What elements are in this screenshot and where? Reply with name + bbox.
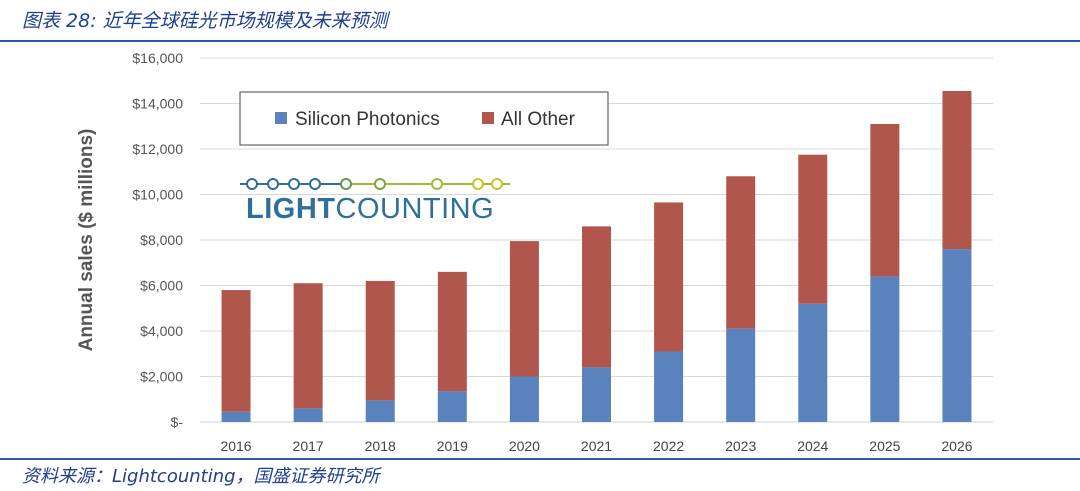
y-tick-label: $12,000: [132, 141, 183, 157]
figure-source: 资料来源：Lightcounting，国盛证券研究所: [22, 466, 380, 487]
y-tick-label: $2,000: [140, 369, 183, 385]
bar-all-other-2016: [221, 290, 251, 412]
legend-swatch-all-other: [482, 112, 494, 124]
bar-silicon-photonics-2023: [726, 328, 756, 422]
bar-silicon-photonics-2017: [293, 408, 323, 422]
x-tick-label: 2022: [653, 438, 684, 454]
bar-all-other-2023: [726, 176, 756, 329]
y-tick-label: $6,000: [140, 278, 183, 294]
top-divider: [0, 40, 1080, 42]
bar-silicon-photonics-2024: [798, 303, 828, 422]
bottom-divider: [0, 458, 1080, 460]
y-tick-label: $10,000: [132, 187, 183, 203]
logo-text-light: LIGHT: [246, 193, 336, 225]
legend: Silicon Photonics All Other: [239, 91, 609, 146]
bar-all-other-2020: [509, 241, 539, 377]
y-tick-label: $14,000: [132, 96, 183, 112]
y-tick-label: $-: [171, 414, 184, 430]
svg-text:LIGHTCOUNTING: LIGHTCOUNTING: [246, 193, 494, 225]
bar-all-other-2019: [437, 271, 467, 392]
legend-label-all-other: All Other: [501, 109, 576, 130]
x-tick-label: 2019: [437, 438, 468, 454]
y-tick-label: $4,000: [140, 323, 183, 339]
bar-all-other-2017: [293, 283, 323, 409]
x-tick-label: 2026: [941, 438, 972, 454]
y-tick-label: $16,000: [132, 50, 183, 66]
bar-silicon-photonics-2019: [437, 391, 467, 422]
bar-silicon-photonics-2021: [582, 367, 611, 422]
bar-all-other-2022: [654, 202, 684, 352]
figure-title: 图表 28: 近年全球硅光市场规模及未来预测: [22, 10, 388, 32]
bar-all-other-2026: [942, 90, 972, 250]
x-tick-label: 2020: [509, 438, 540, 454]
bar-silicon-photonics-2016: [221, 411, 251, 422]
bar-all-other-2024: [798, 154, 828, 304]
x-tick-label: 2017: [293, 438, 324, 454]
legend-swatch-silicon-photonics: [275, 112, 287, 124]
x-tick-label: 2024: [797, 438, 828, 454]
bar-all-other-2021: [582, 226, 611, 368]
x-tick-label: 2018: [365, 438, 396, 454]
x-tick-label: 2016: [220, 438, 251, 454]
bar-silicon-photonics-2026: [942, 249, 972, 422]
x-axis-ticks: 2016 2017 2018 2019 2020 2021 2022 2023 2024 2025…: [220, 438, 972, 454]
x-tick-label: 2021: [581, 438, 612, 454]
lightcounting-logo: LIGHTCOUNTING: [240, 178, 510, 225]
bar-silicon-photonics-2018: [365, 400, 395, 422]
bars: [221, 90, 972, 422]
x-tick-label: 2025: [869, 438, 900, 454]
bar-silicon-photonics-2022: [654, 351, 684, 422]
y-tick-label: $8,000: [140, 232, 183, 248]
y-axis-label: Annual sales ($ millions): [76, 129, 97, 352]
bar-silicon-photonics-2020: [509, 376, 539, 422]
bar-silicon-photonics-2025: [870, 276, 900, 422]
y-axis-ticks: $- $2,000 $4,000 $6,000 $8,000 $10,000 $12,000…: [132, 50, 183, 430]
bar-all-other-2025: [870, 123, 900, 277]
bar-all-other-2018: [365, 280, 395, 401]
logo-text-counting: COUNTING: [336, 193, 495, 225]
x-tick-label: 2023: [725, 438, 756, 454]
legend-label-silicon-photonics: Silicon Photonics: [295, 109, 440, 130]
